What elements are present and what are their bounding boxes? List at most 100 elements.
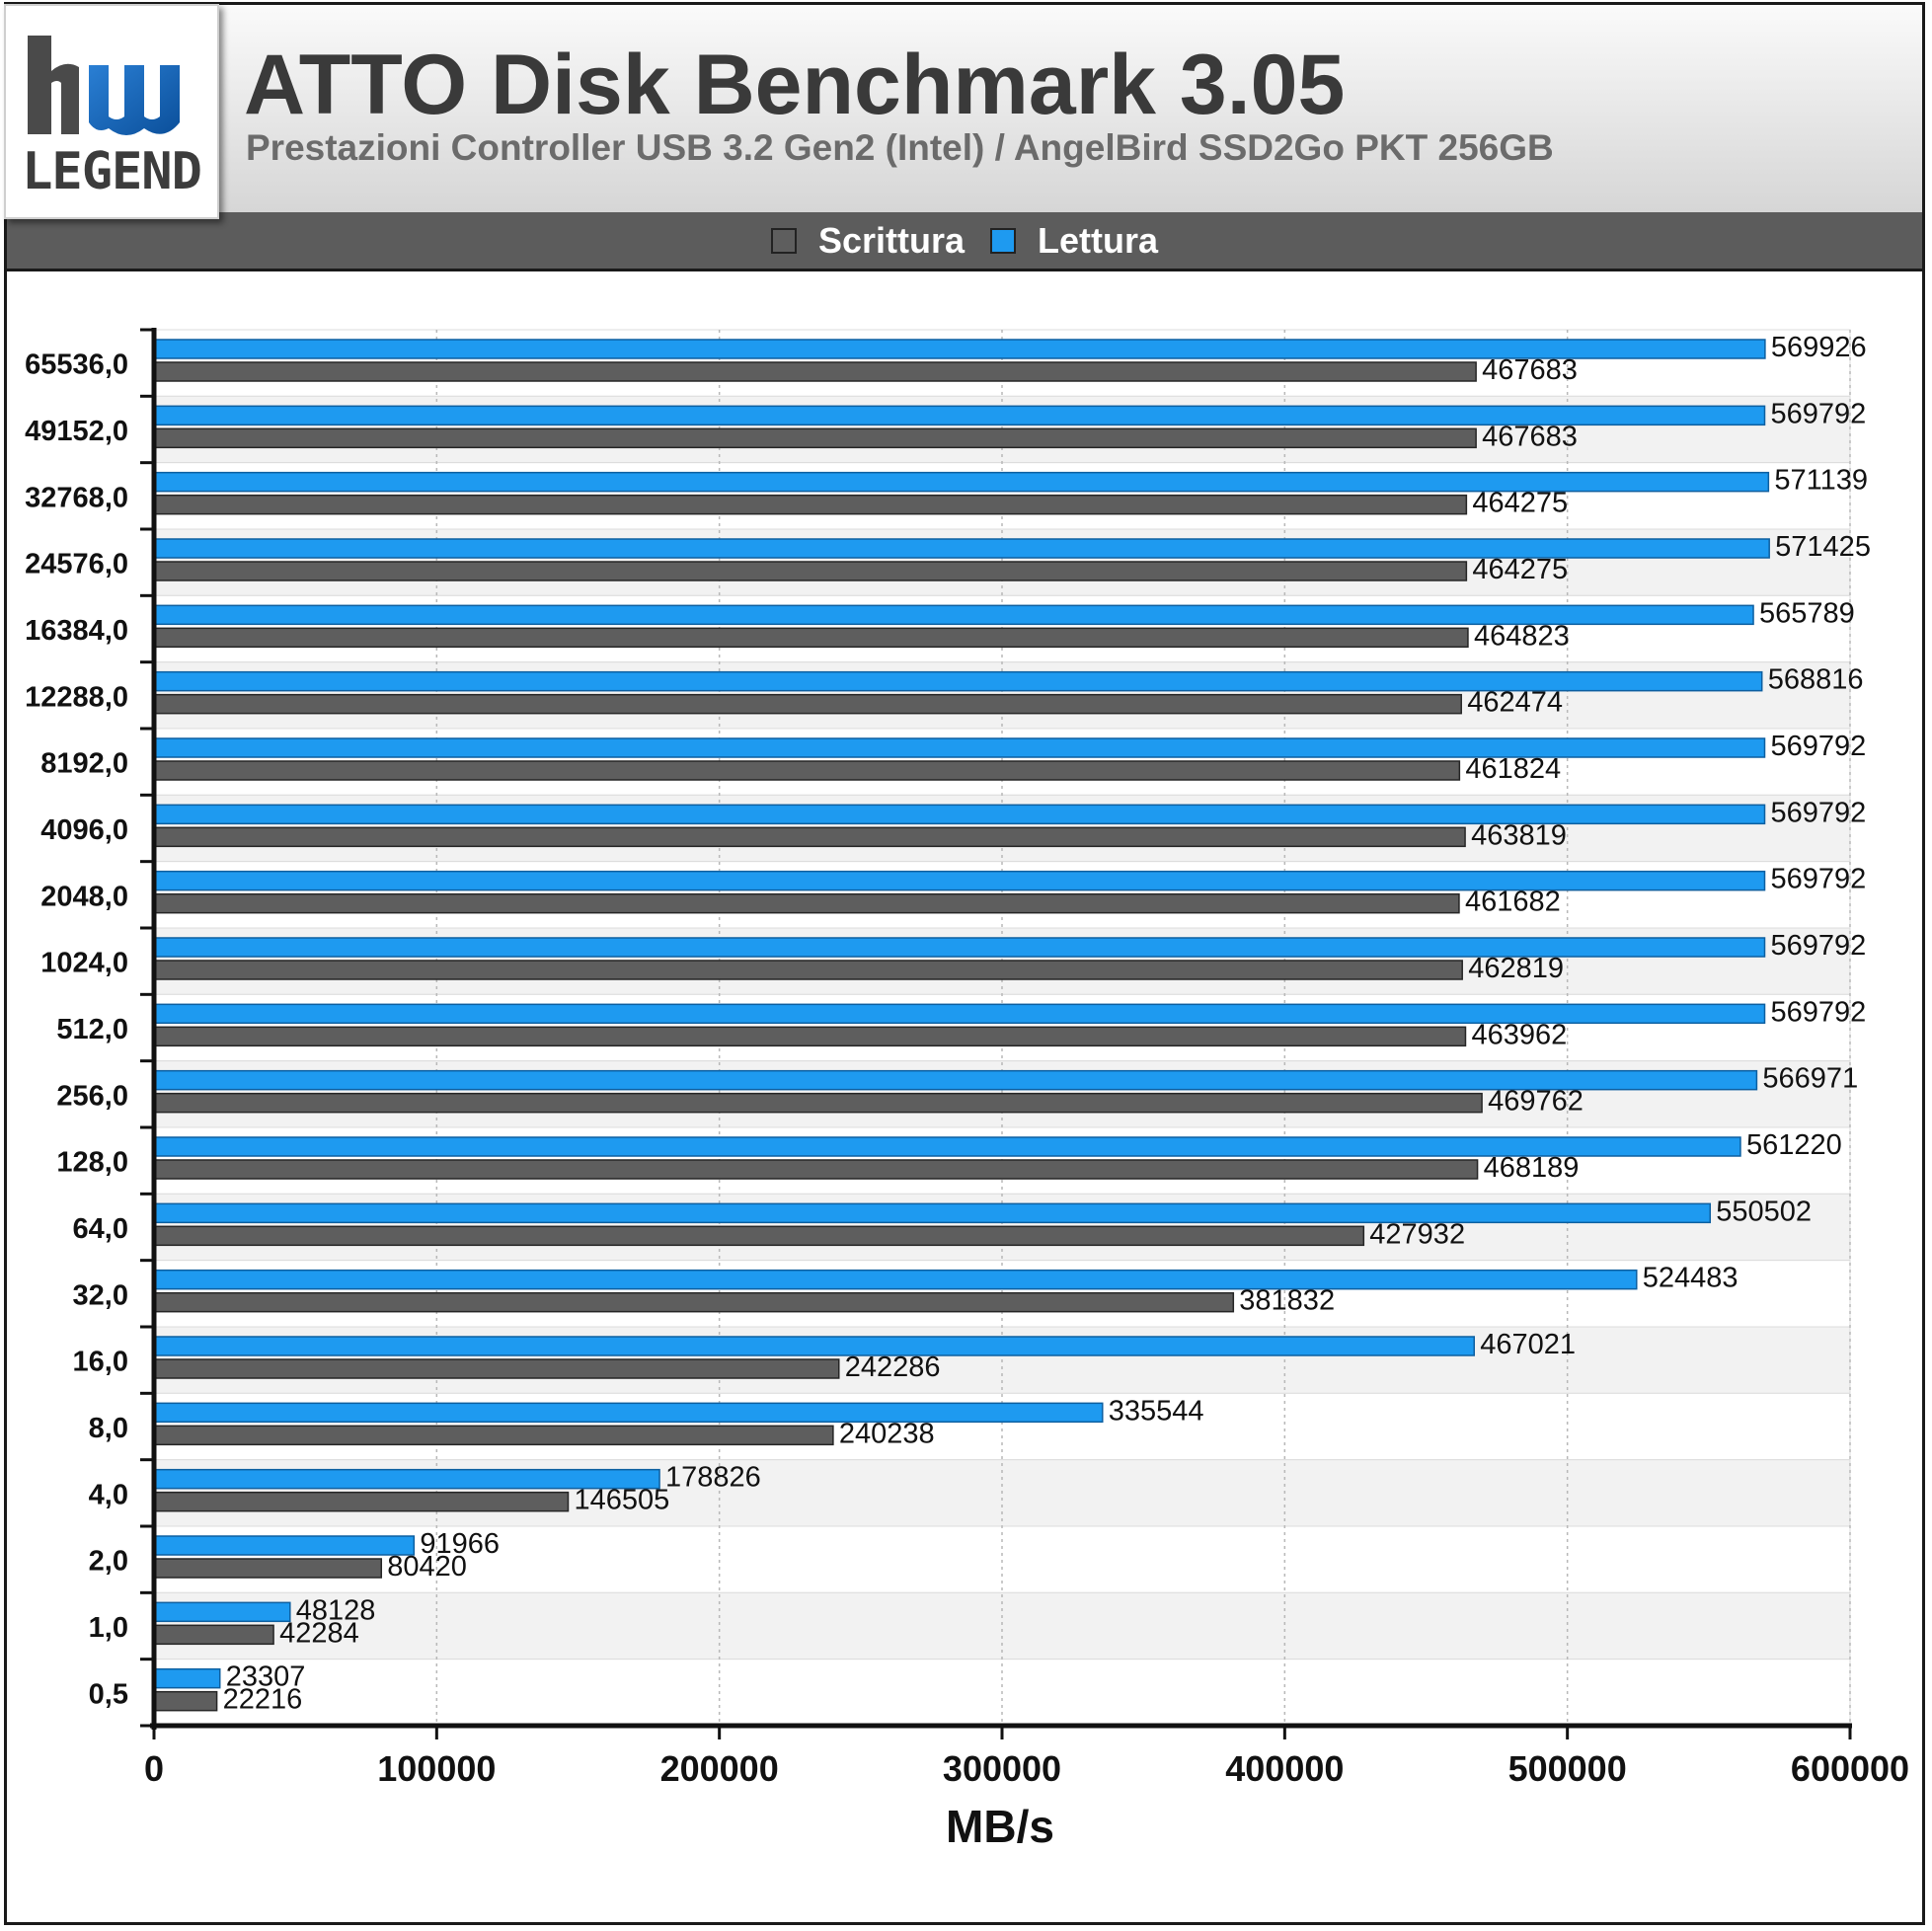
data-label-write: 463819 [1471,819,1567,851]
data-label-read: 569792 [1771,996,1867,1028]
legend-item-read: Lettura [990,220,1158,262]
x-tick-label: 600000 [1791,1748,1909,1789]
y-tick-label: 12288,0 [25,681,128,713]
data-label-read: 569792 [1771,398,1867,429]
data-label-write: 146505 [574,1485,669,1516]
legend-swatch-write [770,227,797,254]
bar-read [153,1601,291,1623]
data-label-write: 462474 [1467,687,1563,719]
bar-write [153,427,1477,449]
data-label-read: 571139 [1774,465,1868,497]
data-label-read: 178826 [665,1462,761,1494]
y-tick-label: 64,0 [73,1213,128,1245]
y-tick-label: 2048,0 [40,881,128,912]
legend: Scrittura Lettura [7,212,1922,269]
bar-write [153,1092,1483,1114]
x-tick-label: 400000 [1225,1748,1344,1789]
data-label-write: 427932 [1369,1218,1465,1250]
data-label-read: 335544 [1109,1395,1204,1427]
data-label-read: 568816 [1768,664,1864,696]
y-tick-label: 4096,0 [40,814,128,846]
y-tick-label: 16384,0 [25,615,128,647]
bar-write [153,1425,834,1446]
data-label-read: 566971 [1762,1063,1858,1095]
bar-write [153,1358,840,1379]
chart-header: ATTO Disk Benchmark 3.05 Prestazioni Con… [7,5,1922,215]
y-tick-label: 4,0 [89,1479,128,1510]
data-label-write: 464275 [1472,554,1568,585]
chart-subtitle: Prestazioni Controller USB 3.2 Gen2 (Int… [246,127,1554,168]
data-label-write: 240238 [839,1418,935,1449]
bar-write [153,1624,274,1646]
x-tick-label: 0 [144,1748,164,1789]
x-tick-label: 200000 [660,1748,779,1789]
bar-write [153,693,1462,715]
y-tick-label: 128,0 [56,1147,128,1179]
data-label-read: 571425 [1775,531,1871,563]
y-tick-label: 32,0 [73,1279,128,1311]
bar-write [153,892,1460,914]
bar-read [153,1269,1638,1290]
bar-read [153,1402,1104,1424]
hwlegend-logo: LEGEND [4,4,219,219]
x-tick-label: 300000 [943,1748,1061,1789]
data-label-write: 467683 [1482,354,1578,386]
data-label-write: 469762 [1488,1086,1584,1118]
data-label-read: 561220 [1746,1129,1842,1161]
y-tick-label: 16,0 [73,1347,128,1378]
bar-write [153,960,1463,980]
data-label-read: 569792 [1771,797,1867,828]
data-label-read: 91966 [420,1528,500,1560]
bar-read [153,1202,1712,1224]
x-tick-label: 500000 [1508,1748,1627,1789]
data-label-write: 461824 [1465,753,1561,785]
bar-write [153,1558,383,1579]
data-label-write: 461682 [1465,887,1561,918]
logo-wordmark: LEGEND [22,142,202,201]
bar-write [153,561,1468,581]
bar-read [153,1336,1475,1356]
y-tick-label: 65536,0 [25,349,128,381]
data-label-write: 242286 [845,1352,941,1383]
data-label-read: 569926 [1771,332,1867,363]
y-tick-label: 8192,0 [40,748,128,780]
data-label-write: 464823 [1474,620,1570,652]
y-tick-label: 24576,0 [25,549,128,580]
y-tick-label: 49152,0 [25,416,128,447]
logo-hw-mark [28,36,180,135]
bar-write [153,1159,1479,1180]
y-tick-label: 32768,0 [25,482,128,513]
bar-read [153,1535,416,1556]
y-tick-label: 2,0 [89,1546,128,1578]
bar-write [153,1291,1235,1313]
data-label-write: 464275 [1472,488,1568,519]
legend-label-read: Lettura [1038,219,1159,261]
bar-write [153,361,1477,382]
bar-read [153,1667,221,1689]
y-tick-label: 8,0 [89,1413,128,1444]
data-label-write: 463962 [1471,1019,1567,1050]
y-tick-label: 256,0 [56,1080,128,1112]
y-tick-label: 0,5 [89,1678,128,1710]
bar-write [153,1690,218,1712]
x-axis-title: MB/s [946,1801,1054,1852]
legend-label-write: Scrittura [817,219,966,261]
data-label-write: 467683 [1482,421,1578,452]
data-label-read: 467021 [1480,1329,1576,1360]
data-label-read: 565789 [1759,597,1855,629]
y-tick-label: 1,0 [89,1612,128,1644]
y-tick-label: 1024,0 [40,948,128,979]
bar-write [153,1225,1365,1247]
data-label-read: 569792 [1771,731,1867,762]
bar-write [153,494,1468,515]
data-label-read: 569792 [1771,930,1867,962]
legend-swatch-read [990,227,1017,254]
bar-write [153,826,1466,848]
legend-item-write: Scrittura [770,219,966,262]
x-tick-label: 100000 [377,1748,496,1789]
data-label-write: 42284 [279,1617,359,1649]
bar-write [153,760,1461,781]
data-label-read: 48128 [296,1594,376,1626]
data-label-read: 550502 [1716,1196,1812,1227]
